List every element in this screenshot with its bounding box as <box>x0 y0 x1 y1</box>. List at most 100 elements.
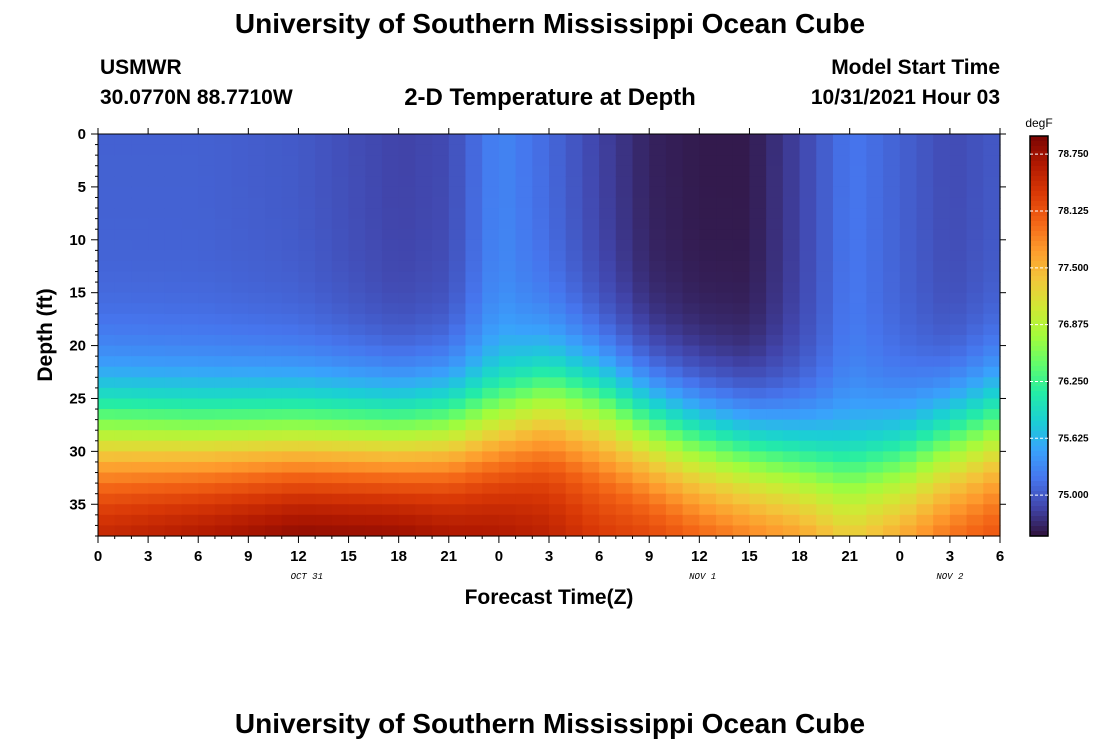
heatmap-cell <box>933 451 951 463</box>
heatmap-cell <box>665 271 684 283</box>
heatmap-cell <box>448 144 467 156</box>
heatmap-cell <box>849 155 867 167</box>
heatmap-cell <box>599 387 617 400</box>
heatmap-cell <box>448 208 467 220</box>
heatmap-cell <box>482 155 500 167</box>
heatmap-cell <box>198 260 216 273</box>
heatmap-cell <box>398 335 416 347</box>
x-tick-label: 0 <box>94 548 102 565</box>
heatmap-cell <box>181 186 199 199</box>
heatmap-cell <box>532 218 550 230</box>
heatmap-cell <box>632 208 650 220</box>
heatmap-cell <box>198 165 216 177</box>
heatmap-cell <box>615 155 634 167</box>
heatmap-cell <box>549 303 567 315</box>
heatmap-cell <box>849 229 867 241</box>
heatmap-cell <box>415 451 433 463</box>
colorbar-tick-label: 78.750 <box>1058 149 1089 160</box>
heatmap-cell <box>899 514 918 527</box>
heatmap-cell <box>398 292 416 304</box>
heatmap-cell <box>415 165 433 177</box>
heatmap-cell <box>298 282 316 294</box>
heatmap-cell <box>365 144 383 156</box>
colorbar-segment <box>1030 251 1048 257</box>
heatmap-cell <box>181 176 199 188</box>
colorbar-tick-label: 75.000 <box>1058 490 1089 501</box>
heatmap-cell <box>164 504 183 516</box>
heatmap-cell <box>816 430 834 442</box>
heatmap-cell <box>381 197 400 209</box>
heatmap-cell <box>716 366 734 378</box>
heatmap-cell <box>966 271 984 283</box>
heatmap-cell <box>298 197 316 209</box>
heatmap-cell <box>799 366 817 378</box>
heatmap-cell <box>532 250 550 262</box>
heatmap-cell <box>532 271 550 283</box>
heatmap-cell <box>315 155 333 167</box>
heatmap-cell <box>782 144 801 156</box>
heatmap-cell <box>799 144 817 156</box>
heatmap-cell <box>665 155 684 167</box>
heatmap-cell <box>214 292 233 304</box>
heatmap-cell <box>315 409 333 421</box>
heatmap-cell <box>782 377 801 389</box>
heatmap-cell <box>131 525 149 537</box>
heatmap-cell <box>148 409 166 421</box>
heatmap-cell <box>749 525 767 537</box>
heatmap-cell <box>983 303 1001 315</box>
heatmap-cell <box>716 377 734 389</box>
heatmap-cell <box>98 335 116 347</box>
colorbar-segment <box>1030 231 1048 237</box>
heatmap-cell <box>816 250 834 262</box>
heatmap-cell <box>732 250 751 262</box>
heatmap-cell <box>131 313 149 326</box>
heatmap-cell <box>231 419 249 431</box>
heatmap-cell <box>498 419 517 431</box>
station-coords: 30.0770N 88.7710W <box>100 86 293 109</box>
colorbar-segment <box>1030 196 1048 202</box>
heatmap-cell <box>331 419 350 431</box>
heatmap-cell <box>131 440 149 452</box>
heatmap-cell <box>549 525 567 537</box>
heatmap-cell <box>766 250 784 262</box>
heatmap-cell <box>949 324 968 336</box>
heatmap-cell <box>565 313 583 326</box>
heatmap-cell <box>866 303 884 315</box>
colorbar-segment <box>1030 501 1048 507</box>
heatmap-cell <box>198 250 216 262</box>
heatmap-cell <box>315 313 333 326</box>
heatmap-cell <box>164 271 183 283</box>
heatmap-cell <box>949 514 968 527</box>
heatmap-cell <box>482 440 500 452</box>
heatmap-cell <box>248 504 266 516</box>
heatmap-cell <box>599 335 617 347</box>
heatmap-cell <box>148 461 166 474</box>
heatmap-cell <box>766 504 784 516</box>
heatmap-cell <box>131 504 149 516</box>
x-tick-label: 3 <box>545 548 553 565</box>
heatmap-cell <box>98 409 116 421</box>
heatmap-cell <box>315 472 333 484</box>
heatmap-cell <box>114 197 132 209</box>
heatmap-cell <box>549 335 567 347</box>
heatmap-cell <box>198 377 216 389</box>
heatmap-cell <box>415 271 433 283</box>
colorbar-segment <box>1030 141 1048 147</box>
heatmap-cell <box>699 260 717 273</box>
heatmap-cell <box>966 282 984 294</box>
heatmap-cell <box>716 292 734 304</box>
heatmap-cell <box>849 218 867 230</box>
heatmap-cell <box>632 430 650 442</box>
heatmap-cell <box>398 525 416 537</box>
x-tick-label: 0 <box>495 548 503 565</box>
heatmap-cell <box>916 144 934 156</box>
heatmap-cell <box>198 324 216 336</box>
heatmap-cell <box>732 366 751 378</box>
heatmap-cell <box>482 324 500 336</box>
heatmap-cell <box>231 472 249 484</box>
heatmap-cell <box>198 472 216 484</box>
heatmap-cell <box>348 409 366 421</box>
heatmap-cell <box>98 398 116 410</box>
heatmap-cell <box>883 292 901 304</box>
heatmap-cell <box>716 440 734 452</box>
